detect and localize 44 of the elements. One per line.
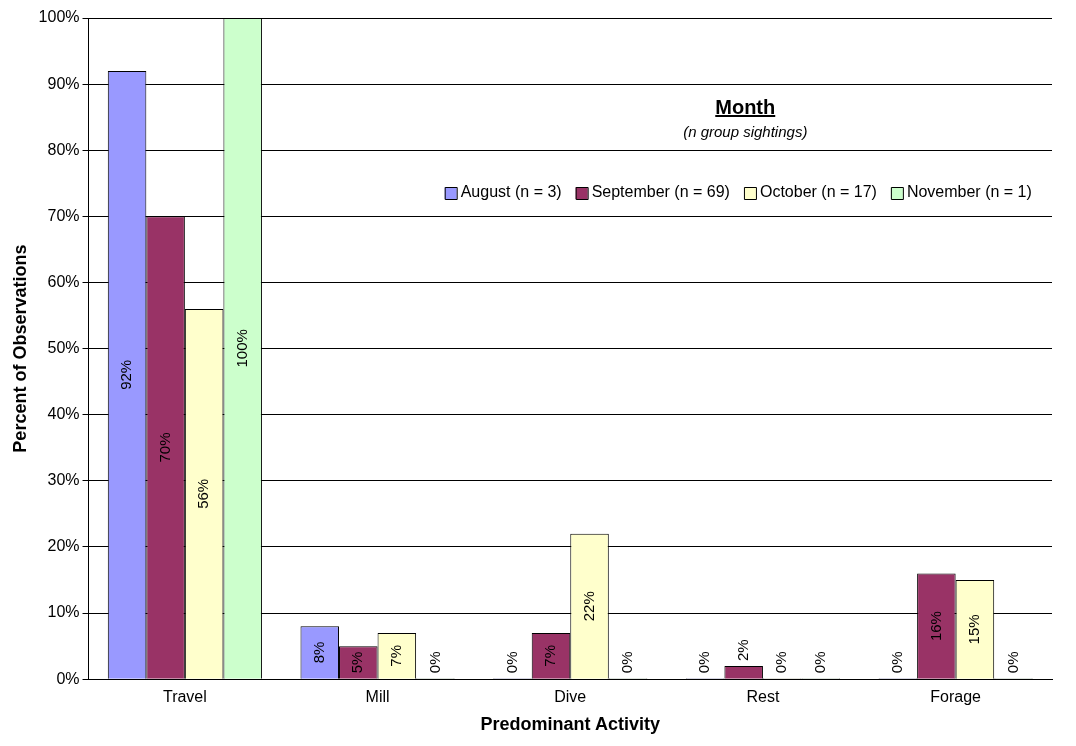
data-label: 2% (733, 639, 751, 661)
legend-label: November (n = 1) (906, 183, 1032, 201)
data-label: 0% (502, 651, 520, 674)
data-label: 100% (232, 329, 250, 368)
data-label: 0% (695, 651, 713, 674)
data-label: 0% (810, 651, 828, 674)
y-tick-label: 50% (47, 339, 80, 357)
y-tick-label: 20% (47, 537, 80, 555)
legend-title: Month (715, 96, 776, 119)
data-label: 0% (1003, 651, 1021, 674)
y-tick-label: 40% (47, 405, 80, 423)
x-tick-label: Forage (930, 688, 982, 706)
data-label: 7% (541, 644, 559, 667)
y-tick-label: 90% (47, 74, 80, 92)
legend-label: October (n = 17) (759, 183, 877, 201)
annotation: (n group sightings) (683, 123, 808, 140)
legend-label: August (n = 3) (460, 183, 562, 201)
y-tick-label: 80% (47, 140, 80, 158)
x-tick-label: Rest (746, 688, 780, 706)
y-tick-label: 30% (47, 471, 80, 489)
x-tick-label: Travel (162, 688, 207, 706)
data-label: 16% (926, 611, 944, 642)
x-tick-label: Dive (554, 688, 587, 706)
data-label: 70% (155, 432, 173, 463)
data-label: 92% (117, 359, 135, 390)
data-label: 56% (194, 478, 212, 509)
y-tick-label: 10% (47, 603, 80, 621)
data-label: 0% (887, 651, 905, 674)
data-label: 7% (386, 644, 404, 667)
y-tick-label: 60% (47, 272, 80, 290)
legend-label: September (n = 69) (591, 183, 730, 201)
data-label: 22% (579, 591, 597, 622)
data-label: 0% (425, 651, 443, 674)
data-label: 0% (772, 651, 790, 674)
data-label: 0% (618, 651, 636, 674)
y-tick-label: 0% (56, 669, 80, 687)
data-label: 15% (965, 614, 983, 645)
y-axis-title: Percent of Observations (9, 244, 30, 453)
data-label: 8% (309, 641, 327, 664)
data-label: 5% (348, 651, 366, 674)
y-tick-label: 100% (38, 8, 80, 26)
x-tick-label: Mill (365, 688, 390, 706)
y-tick-label: 70% (47, 206, 80, 224)
x-axis-title: Predominant Activity (480, 714, 660, 735)
